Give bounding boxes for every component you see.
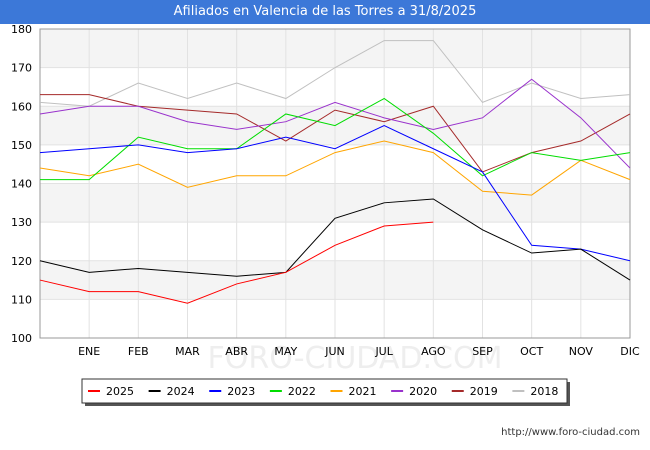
x-tick-label: MAR (175, 345, 200, 358)
x-tick-label: AGO (421, 345, 446, 358)
series-line-2025 (39, 221, 434, 304)
x-tick-label: ABR (225, 345, 248, 358)
footer-url: http://www.foro-ciudad.com (501, 427, 640, 438)
series-line-2022 (40, 97, 631, 181)
x-tick-label: NOV (569, 345, 594, 358)
x-tick-label: JUL (374, 345, 393, 358)
title-bar: Afiliados en Valencia de las Torres a 31… (0, 0, 650, 24)
plot-border (39, 28, 631, 339)
chart-title: Afiliados en Valencia de las Torres a 31… (173, 4, 477, 19)
x-tick-label: DIC (620, 345, 640, 358)
legend-label-2024: 2024 (167, 385, 195, 398)
series-line-2024 (39, 198, 631, 281)
x-tick-label: JUN (324, 345, 345, 358)
legend-label-2022: 2022 (288, 385, 316, 398)
legend-label-2019: 2019 (470, 385, 498, 398)
legend-label-2021: 2021 (349, 385, 377, 398)
x-tick-label: SEP (472, 345, 493, 358)
y-tick-label: 180 (11, 23, 32, 36)
y-tick-label: 160 (11, 100, 32, 113)
x-tick-label: FEB (128, 345, 149, 358)
y-tick-label: 150 (11, 139, 32, 152)
x-tick-label: ENE (78, 345, 100, 358)
y-tick-label: 130 (11, 216, 32, 229)
legend-label-2020: 2020 (409, 385, 437, 398)
legend-label-2018: 2018 (530, 385, 558, 398)
series-line-2020 (39, 78, 631, 169)
watermark: FORO-CIUDAD.COM (208, 341, 503, 376)
y-tick-label: 110 (11, 293, 32, 306)
legend-box (81, 378, 568, 404)
series-line-2023 (39, 125, 631, 262)
legend-label-2023: 2023 (227, 385, 255, 398)
series-line-2021 (39, 140, 631, 196)
y-tick-label: 140 (11, 178, 32, 191)
legend-label-2025: 2025 (106, 385, 134, 398)
y-tick-label: 120 (11, 255, 32, 268)
x-tick-label: OCT (520, 345, 543, 358)
y-tick-label: 170 (11, 62, 32, 75)
y-tick-label: 100 (11, 332, 32, 345)
series-line-2018 (39, 40, 631, 107)
x-tick-label: MAY (274, 345, 297, 358)
